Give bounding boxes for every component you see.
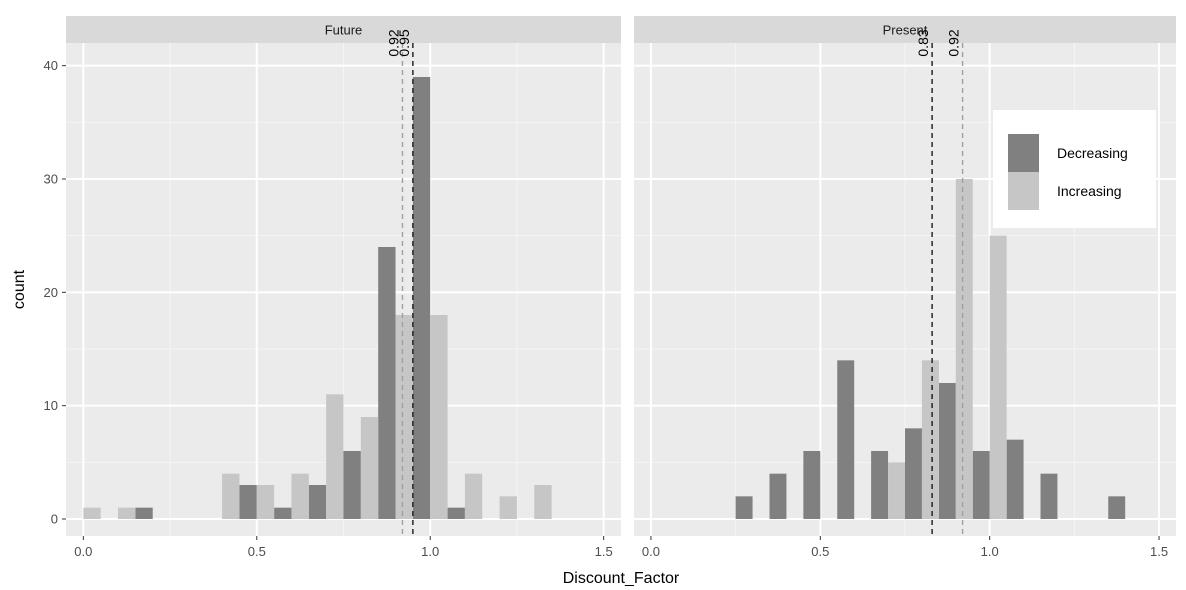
legend-label-decreasing: Decreasing	[1057, 145, 1128, 161]
bar-decreasing	[412, 77, 431, 519]
mean-line-label: 0.92	[385, 29, 401, 56]
x-tick-label: 0.0	[74, 544, 92, 559]
x-tick-label: 1.0	[981, 544, 999, 559]
legend-label-increasing: Increasing	[1057, 183, 1122, 199]
bar-decreasing	[1108, 496, 1126, 519]
x-tick-label: 1.0	[421, 544, 439, 559]
bar-increasing	[291, 473, 309, 519]
y-tick-label: 40	[44, 58, 58, 73]
legend-key-increasing	[1008, 172, 1039, 210]
bar-decreasing	[274, 507, 292, 519]
bar-decreasing	[735, 496, 753, 519]
bar-increasing	[118, 507, 136, 519]
mean-line-label: 0.83	[915, 29, 931, 56]
bar-decreasing	[837, 360, 855, 519]
bar-decreasing	[308, 485, 327, 519]
legend: Decreasing Increasing	[993, 110, 1156, 228]
bar-decreasing	[447, 507, 465, 519]
bar-decreasing	[1006, 439, 1024, 519]
facet-strip	[634, 16, 1176, 43]
bar-increasing	[395, 315, 413, 519]
bar-decreasing	[343, 451, 361, 519]
x-tick-label: 0.5	[248, 544, 266, 559]
bar-decreasing	[938, 383, 956, 519]
bar-increasing	[921, 360, 939, 519]
x-axis-title: Discount_Factor	[563, 570, 680, 587]
bar-increasing	[256, 485, 275, 519]
bar-increasing	[222, 473, 240, 519]
facet-strip-label: Present	[883, 23, 928, 38]
y-tick-label: 10	[44, 398, 58, 413]
y-axis-title: count	[11, 269, 28, 309]
x-tick-label: 0.0	[642, 544, 660, 559]
bar-decreasing	[1040, 473, 1058, 519]
bar-decreasing	[135, 507, 153, 519]
bar-decreasing	[905, 428, 922, 519]
bars	[83, 77, 552, 519]
bar-increasing	[955, 179, 973, 519]
bar-decreasing	[803, 451, 821, 519]
y-tick-label: 30	[44, 172, 58, 187]
bar-decreasing	[378, 247, 396, 519]
y-tick-label: 0	[51, 512, 58, 527]
bar-increasing	[464, 473, 483, 519]
bar-increasing	[430, 315, 448, 519]
mean-line-label: 0.92	[946, 29, 962, 56]
bar-increasing	[360, 417, 379, 519]
facet-panels: Future 0.920.950.0 0.5 1.0 1.5010203040Prese…	[44, 16, 1176, 559]
facet-strip	[66, 16, 621, 43]
mean-line-label: 0.95	[396, 29, 412, 56]
x-tick-label: 1.5	[1150, 544, 1168, 559]
legend-key-decreasing	[1008, 134, 1039, 172]
bar-decreasing	[239, 485, 257, 519]
facet-panel-future: Future 0.920.95 0.0 0.5 1.0 1.5 0 10 20 30 40	[44, 16, 621, 559]
bar-increasing	[326, 394, 344, 519]
bar-decreasing	[769, 473, 787, 519]
y-tick-label: 20	[44, 285, 58, 300]
bar-increasing	[499, 496, 517, 519]
bar-decreasing	[972, 451, 990, 519]
bar-decreasing	[871, 451, 889, 519]
bar-increasing	[534, 485, 552, 519]
bar-increasing	[83, 507, 101, 519]
x-tick-label: 0.5	[811, 544, 829, 559]
bar-increasing	[989, 235, 1007, 519]
x-tick-label: 1.5	[595, 544, 613, 559]
facet-strip-label: Future	[325, 23, 363, 38]
bars	[735, 179, 1126, 519]
bar-increasing	[888, 462, 905, 519]
